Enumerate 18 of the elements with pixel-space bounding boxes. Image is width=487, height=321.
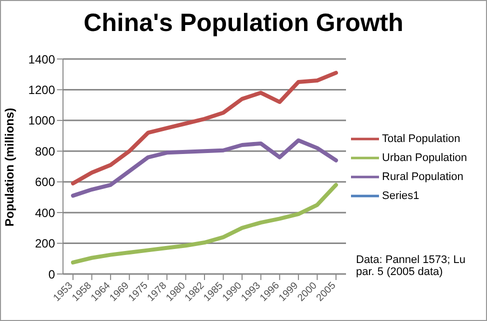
y-tick-label: 1000 (28, 114, 56, 128)
y-tick-label: 1400 (28, 52, 56, 66)
line-series (71, 182, 338, 264)
line-series (71, 70, 338, 186)
y-tick-label: 400 (34, 206, 56, 220)
legend-label: Total Population (382, 132, 460, 144)
y-axis-title: Population (millions) (2, 108, 16, 226)
chart-title: China's Population Growth (82, 9, 404, 38)
y-tick-label: 1200 (28, 82, 56, 97)
line-series (71, 138, 338, 198)
y-tick-label: 0 (48, 267, 56, 282)
y-tick-label: 800 (34, 144, 56, 158)
legend-label: Urban Population (382, 152, 468, 164)
legend-label: Rural Population (382, 170, 464, 182)
y-tick-label: 200 (34, 236, 56, 251)
legend-label: Series1 (382, 190, 420, 202)
text: Data: Pannel 1573; Lu par. 5 (2005 data) (356, 254, 466, 278)
y-tick-label: 600 (34, 175, 56, 190)
